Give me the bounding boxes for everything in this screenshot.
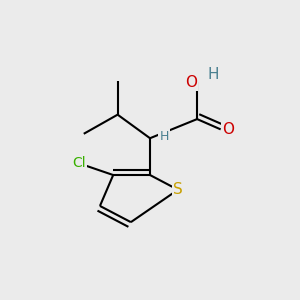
Text: Cl: Cl: [72, 156, 86, 170]
Text: H: H: [159, 130, 169, 143]
Text: H: H: [208, 68, 219, 82]
Text: S: S: [173, 182, 183, 197]
Text: O: O: [185, 75, 197, 90]
Text: O: O: [222, 122, 234, 137]
